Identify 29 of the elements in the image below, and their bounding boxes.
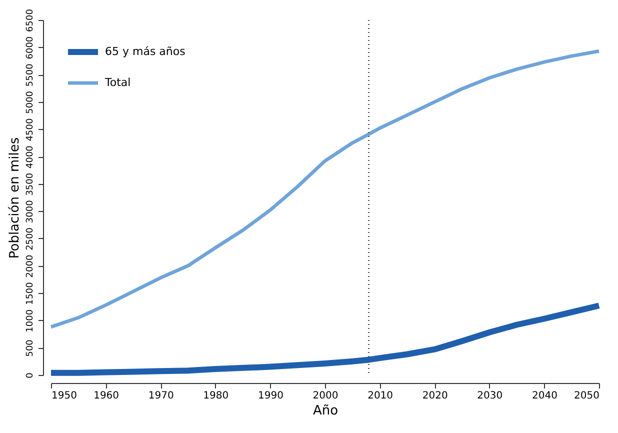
y-tick-label: 1000 (26, 309, 36, 332)
x-tick-label: 2050 (574, 390, 600, 402)
x-tick-label: 1980 (203, 390, 229, 402)
y-tick-label: 2500 (26, 227, 36, 250)
y-tick-label: 0 (26, 372, 36, 378)
x-tick-label: 2010 (368, 390, 394, 402)
y-tick-label: 1500 (26, 282, 36, 306)
x-tick-label: 1990 (258, 390, 284, 402)
y-tick-label: 500 (26, 339, 36, 357)
legend-label: 65 y más años (105, 45, 186, 58)
y-tick-label: 3500 (26, 172, 36, 196)
y-tick-label: 4500 (26, 118, 36, 142)
x-tick-label: 2030 (477, 390, 503, 402)
y-tick-label: 6500 (26, 8, 36, 32)
x-tick-label: 1960 (94, 390, 120, 402)
y-tick-label: 3000 (26, 200, 36, 224)
x-tick-label: 2020 (422, 390, 448, 402)
y-tick-label: 5000 (26, 90, 36, 114)
x-tick-label: 2040 (532, 390, 558, 402)
y-tick-label: 5500 (26, 63, 36, 87)
x-tick-label: 1950 (52, 390, 77, 402)
x-tick-label: 1970 (148, 390, 174, 402)
y-tick-label: 2000 (26, 254, 36, 278)
legend-label: Total (104, 76, 131, 89)
y-tick-label: 4000 (26, 145, 36, 168)
x-tick-label: 2000 (312, 390, 338, 402)
y-tick-label: 6000 (26, 36, 36, 60)
y-axis-title: Población en miles (8, 137, 22, 259)
x-axis-title: Año (312, 404, 338, 418)
